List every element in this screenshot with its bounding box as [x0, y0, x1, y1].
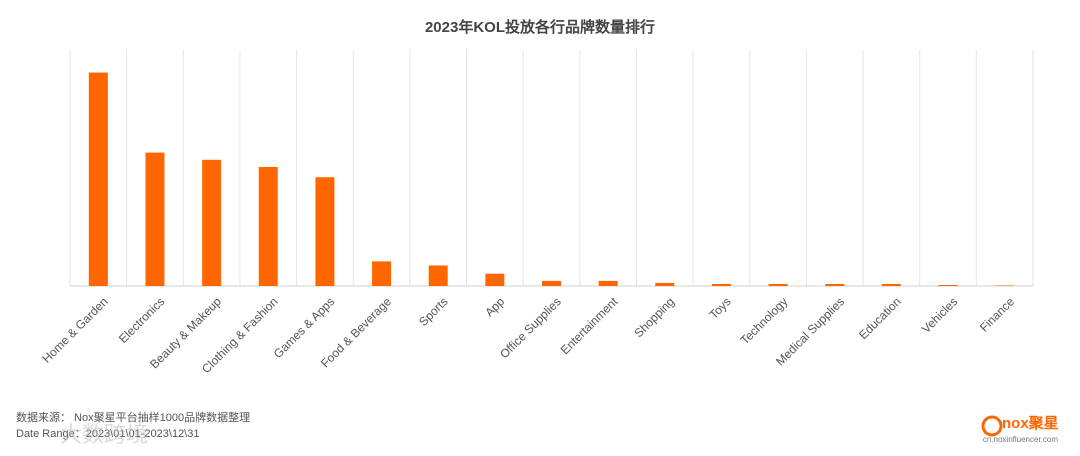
- bar: [258, 166, 278, 286]
- source-note: 数据来源： Nox聚星平台抽样1000品牌数据整理: [16, 410, 250, 424]
- site-url: cn.noxinfluencer.com: [983, 435, 1058, 444]
- date-range: Date Range：2023\01\01-2023\12\31: [16, 428, 199, 440]
- bar: [711, 283, 731, 286]
- bar: [768, 283, 788, 286]
- bar: [372, 261, 392, 286]
- bar: [598, 280, 618, 286]
- bar: [655, 282, 675, 286]
- bar: [145, 152, 165, 286]
- logo-icon: [981, 415, 1003, 437]
- logo-text: nox聚星: [1002, 415, 1059, 432]
- bar: [881, 283, 901, 286]
- bar: [995, 285, 1015, 286]
- bar: [542, 280, 561, 286]
- logo: nox聚星 cn.noxinfluencer.com: [981, 415, 1059, 444]
- bar: [202, 159, 222, 286]
- bar: [485, 273, 505, 286]
- bar: [315, 177, 335, 286]
- bar: [428, 265, 448, 286]
- watermark: 大数跨境: [60, 422, 148, 447]
- bar: [938, 284, 958, 286]
- chart-title: 2023年KOL投放各行品牌数量排行: [425, 18, 655, 36]
- bar: [825, 283, 845, 286]
- bar: [88, 72, 108, 286]
